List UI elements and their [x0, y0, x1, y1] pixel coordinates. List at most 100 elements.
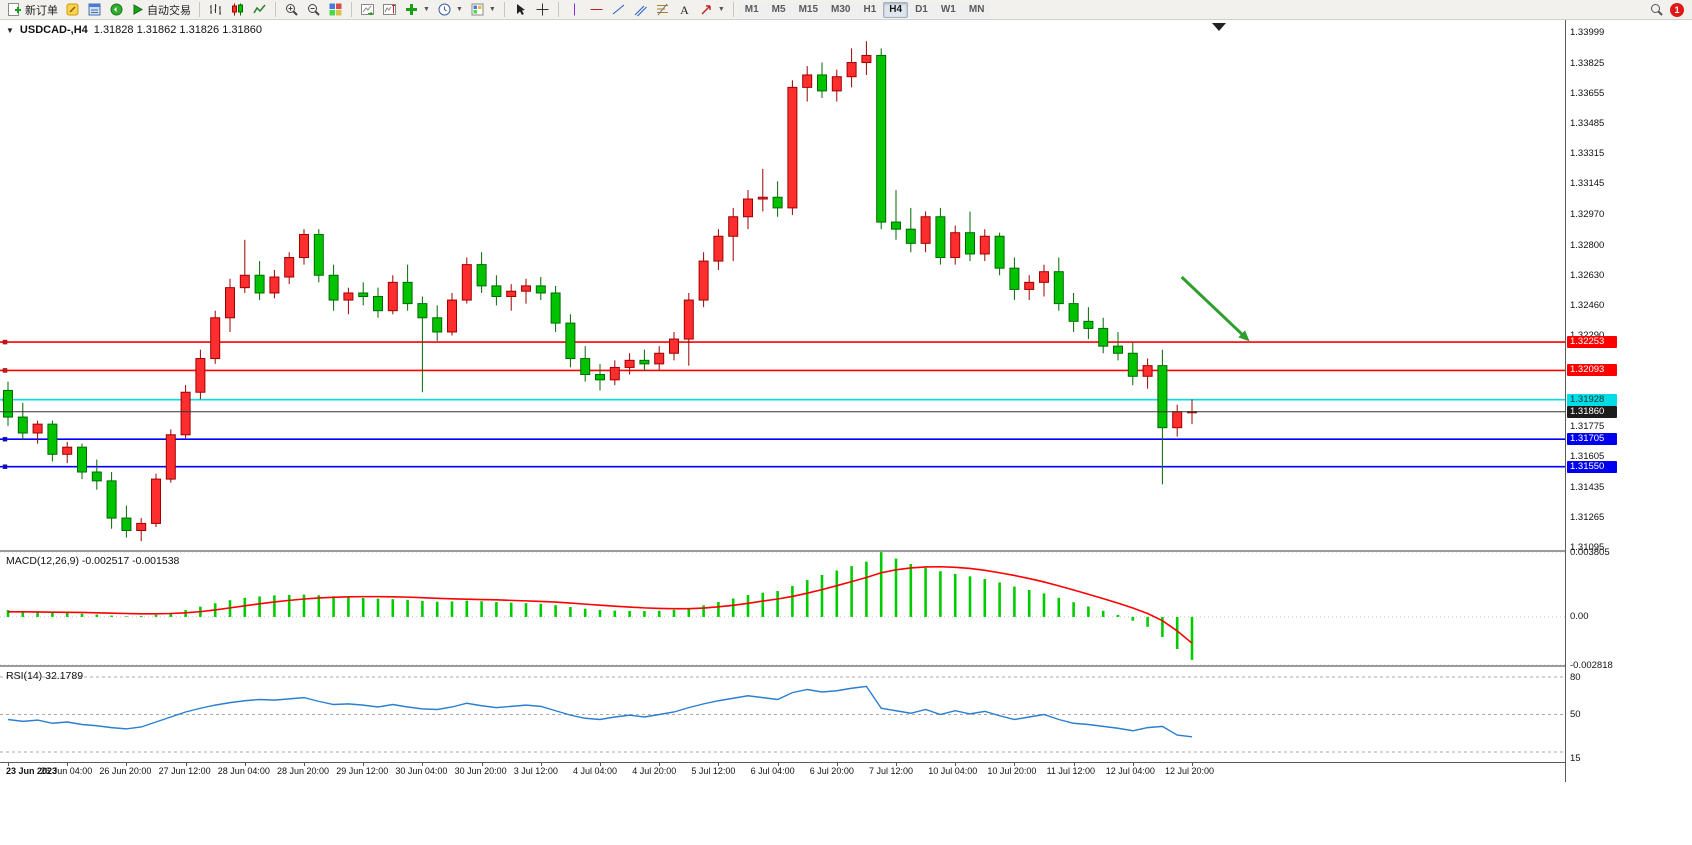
toolbar-separator [503, 2, 505, 17]
trendline-tool-button[interactable] [608, 1, 629, 19]
candle [299, 233, 309, 259]
channel-tool-button[interactable] [630, 1, 651, 19]
timeframe-m30-button[interactable]: M30 [825, 1, 857, 18]
line-chart-button[interactable] [249, 1, 270, 19]
templates-button[interactable]: ▼ [467, 1, 499, 19]
chart-shift-button[interactable] [379, 1, 400, 19]
chart-menu-icon[interactable]: ▼ [6, 25, 14, 35]
line-handle[interactable] [2, 339, 8, 345]
line-handle[interactable] [2, 464, 8, 469]
rsi-indicator-pane[interactable]: RSI(14) 32.1789 [0, 667, 1565, 762]
data-window-button[interactable] [84, 1, 105, 19]
arrows-tool-button[interactable]: ▼ [696, 1, 728, 19]
price-axis-tick: 1.33145 [1570, 178, 1605, 190]
time-axis-tick-mark [8, 763, 9, 766]
candlestick-chart-icon [230, 2, 245, 17]
timeframe-d1-button[interactable]: D1 [909, 1, 934, 18]
crosshair-tool-button[interactable] [532, 1, 553, 19]
price-chart-pane[interactable]: ▼ USDCAD-,H4 1.31828 1.31862 1.31826 1.3… [0, 20, 1565, 550]
candle [846, 62, 857, 78]
macd-indicator-pane[interactable]: MACD(12,26,9) -0.002517 -0.001538 [0, 552, 1565, 665]
candle [979, 235, 990, 255]
trend-arrow-head[interactable] [1238, 330, 1250, 342]
zoom-out-button[interactable] [303, 1, 324, 19]
auto-scroll-button[interactable] [357, 1, 378, 19]
candle [817, 74, 827, 92]
price-line-badge: 1.32093 [1567, 364, 1617, 377]
timeframe-m1-button[interactable]: M1 [738, 1, 765, 18]
indicators-button[interactable]: ▼ [401, 1, 433, 19]
price-axis-tick: 1.32630 [1570, 269, 1605, 281]
line-handle[interactable] [2, 436, 8, 442]
candle [683, 299, 694, 340]
time-axis-label: 11 Jul 12:00 [1046, 766, 1095, 776]
candle [3, 389, 13, 418]
panel-splitter[interactable] [0, 550, 1692, 552]
panel-splitter[interactable] [0, 665, 1692, 667]
price-axis[interactable]: 1.33999 1.33825 1.33655 1.33485 1.33315 1.331… [1565, 20, 1692, 782]
timeframe-mn-button[interactable]: MN [962, 1, 991, 18]
candle [624, 359, 635, 368]
time-axis-tick-mark [304, 763, 305, 766]
chart-shift-marker[interactable] [1212, 23, 1226, 31]
time-axis-label: 28 Jun 20:00 [277, 766, 330, 776]
rsi-canvas [0, 676, 1565, 753]
chart-symbol-label: USDCAD-,H4 [19, 24, 88, 36]
refresh-button[interactable] [106, 1, 127, 19]
candle [1172, 411, 1183, 429]
new-order-button[interactable]: 新订单 [4, 1, 61, 19]
vertical-line-icon [567, 2, 582, 17]
price-line-badge: 1.31550 [1567, 460, 1617, 473]
timeframe-h4-button[interactable]: H4 [883, 1, 909, 18]
time-axis[interactable]: 23 Jun 2023 26 Jun 04:00 26 Jun 20:00 27 Ju… [0, 762, 1692, 782]
tile-windows-button[interactable] [325, 1, 346, 19]
candle [151, 478, 161, 524]
search-icon[interactable] [1649, 2, 1664, 17]
text-tool-button[interactable]: A [674, 1, 695, 19]
trend-arrow-annotation[interactable] [1180, 275, 1247, 339]
bottom-filler [0, 782, 1692, 845]
price-axis-tick: 1.31605 [1570, 451, 1605, 463]
candle [1098, 327, 1109, 347]
horizontal-line-tool-button[interactable] [586, 1, 607, 19]
line-handle[interactable] [2, 368, 8, 373]
candle [1053, 271, 1064, 305]
zoom-in-button[interactable] [281, 1, 302, 19]
price-axis-tick: 1.32970 [1570, 209, 1605, 221]
time-axis-tick-mark [1132, 763, 1134, 766]
price-chart-canvas[interactable] [0, 20, 1565, 550]
bar-chart-button[interactable] [205, 1, 226, 19]
candle [313, 233, 324, 276]
rsi-axis-tick: 50 [1570, 709, 1581, 720]
rsi-title: RSI(14) 32.1789 [6, 670, 83, 682]
candle [136, 522, 147, 532]
timeframe-m15-button[interactable]: M15 [792, 1, 825, 18]
notification-badge[interactable]: 1 [1670, 2, 1684, 17]
candlestick-chart-button[interactable] [227, 1, 248, 19]
candle [461, 264, 472, 301]
candle [994, 235, 1005, 269]
autotrading-button[interactable]: 自动交易 [128, 1, 194, 19]
candle [757, 196, 768, 200]
line-chart-icon [252, 2, 267, 17]
periods-button[interactable]: ▼ [434, 1, 466, 19]
cursor-tool-button[interactable] [510, 1, 531, 19]
rsi-axis-tick: 80 [1570, 671, 1581, 683]
equidistant-channel-icon [633, 2, 648, 17]
price-axis-tick: 1.33485 [1570, 118, 1605, 130]
candle [1024, 281, 1035, 290]
vertical-line-tool-button[interactable] [564, 1, 585, 19]
metaeditor-button[interactable] [62, 1, 83, 19]
fibonacci-tool-button[interactable] [652, 1, 673, 19]
candle [521, 285, 531, 292]
candle [639, 359, 650, 365]
indicators-plus-icon [404, 2, 419, 17]
candle [595, 374, 605, 381]
timeframe-h1-button[interactable]: H1 [857, 1, 883, 18]
time-axis-tick-mark [67, 763, 69, 766]
tile-windows-icon [328, 2, 343, 17]
timeframe-m5-button[interactable]: M5 [765, 1, 792, 18]
candle [920, 216, 931, 244]
candle [1142, 365, 1153, 377]
timeframe-w1-button[interactable]: W1 [934, 1, 962, 18]
